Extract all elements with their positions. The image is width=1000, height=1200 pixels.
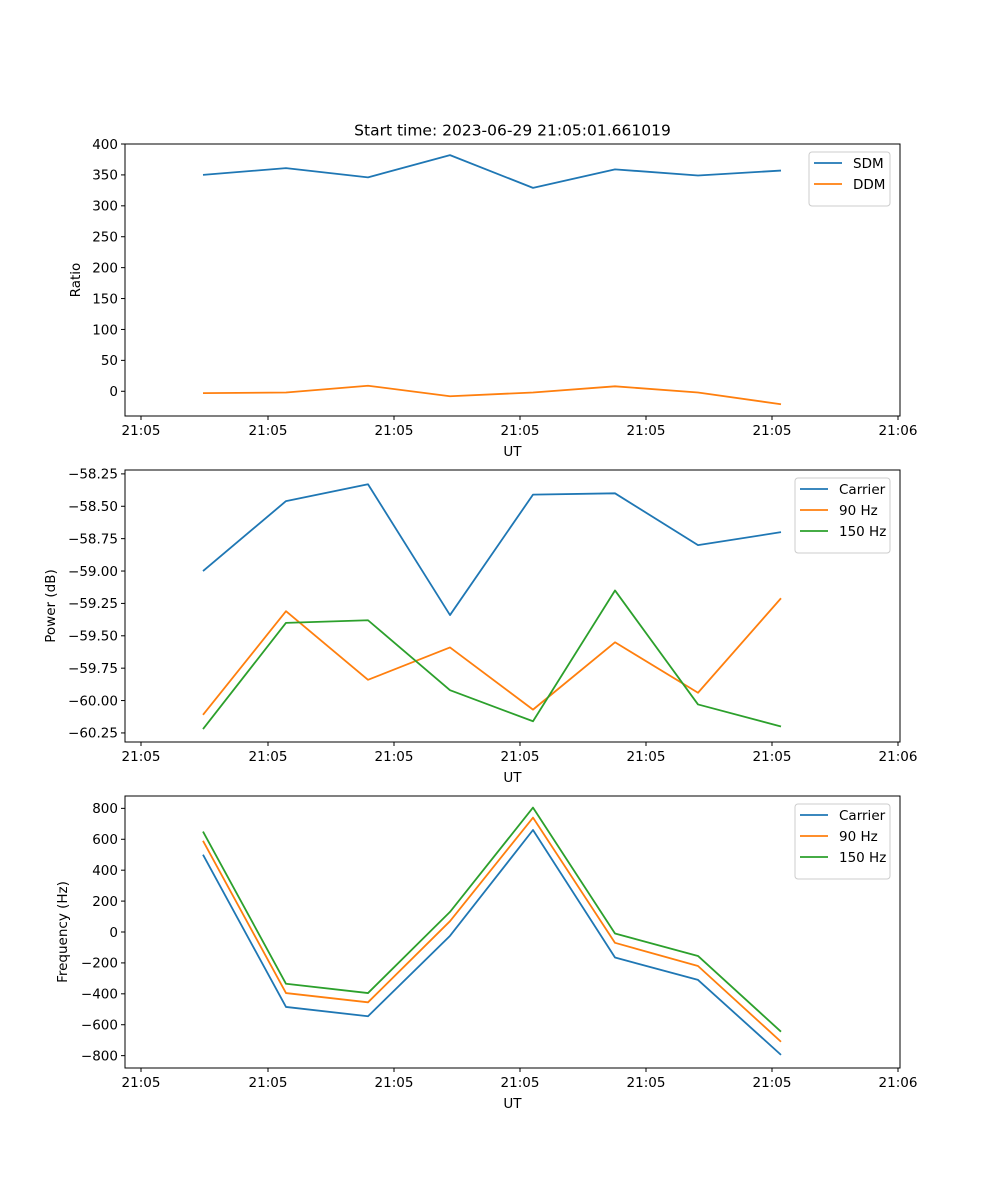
legend-label: 150 Hz bbox=[839, 524, 886, 540]
y-tick-label: −58.75 bbox=[68, 531, 118, 547]
chart-panel-1: 21:05 21:05 21:05 21:05 21:05 21:05 21:06 0 50 10… bbox=[68, 137, 917, 460]
y-tick-label: 300 bbox=[92, 199, 118, 215]
chart-panel-3: 21:05 21:05 21:05 21:05 21:05 21:05 21:06 −800 −… bbox=[55, 795, 918, 1112]
series-line-150-hz bbox=[202, 806, 782, 1033]
y-tick-label: 150 bbox=[92, 291, 118, 307]
series-line-carrier bbox=[202, 829, 782, 1056]
x-tick-label: 21:06 bbox=[879, 423, 918, 439]
x-tick-label: 21:05 bbox=[249, 423, 288, 439]
x-tick-label: 21:05 bbox=[249, 749, 288, 765]
x-tick-label: 21:06 bbox=[879, 749, 918, 765]
x-tick-label: 21:05 bbox=[122, 423, 161, 439]
y-tick-label: 0 bbox=[109, 925, 118, 941]
y-tick-label: −59.00 bbox=[68, 564, 118, 580]
y-tick-label: 800 bbox=[92, 801, 118, 817]
x-tick-label: 21:05 bbox=[122, 749, 161, 765]
legend-label: Carrier bbox=[839, 482, 886, 498]
figure-title: Start time: 2023-06-29 21:05:01.661019 bbox=[354, 122, 671, 140]
legend-box bbox=[794, 803, 891, 880]
y-tick-label: −60.25 bbox=[68, 726, 118, 742]
x-tick-label: 21:05 bbox=[501, 749, 540, 765]
y-tick-label: −400 bbox=[81, 987, 118, 1003]
x-tick-label: 21:05 bbox=[249, 1075, 288, 1091]
legend-label: 90 Hz bbox=[839, 829, 878, 845]
legend-label: DDM bbox=[853, 177, 885, 193]
y-tick-label: −60.00 bbox=[68, 693, 118, 709]
y-tick-label: 0 bbox=[109, 384, 118, 400]
y-tick-label: 50 bbox=[101, 353, 118, 369]
y-tick-label: 200 bbox=[92, 260, 118, 276]
x-tick-label: 21:05 bbox=[501, 423, 540, 439]
x-tick-label: 21:05 bbox=[375, 1075, 414, 1091]
series-line-90-hz bbox=[202, 816, 782, 1043]
y-tick-label: 250 bbox=[92, 230, 118, 246]
legend-label: 90 Hz bbox=[839, 503, 878, 519]
legend-label: Carrier bbox=[839, 808, 886, 824]
y-tick-label: 100 bbox=[92, 322, 118, 338]
y-tick-label: −59.50 bbox=[68, 629, 118, 645]
y-tick-label: −58.50 bbox=[68, 499, 118, 515]
legend-box bbox=[794, 477, 891, 554]
x-axis-label: UT bbox=[503, 1096, 522, 1112]
x-axis-label: UT bbox=[503, 770, 522, 786]
x-tick-label: 21:06 bbox=[879, 1075, 918, 1091]
x-tick-label: 21:05 bbox=[122, 1075, 161, 1091]
legend: Carrier 90 Hz 150 Hz bbox=[794, 477, 891, 554]
x-tick-label: 21:05 bbox=[375, 423, 414, 439]
y-tick-label: 400 bbox=[92, 137, 118, 153]
series-line-carrier bbox=[202, 483, 782, 616]
legend: SDM DDM bbox=[808, 151, 891, 207]
y-tick-label: 200 bbox=[92, 894, 118, 910]
y-tick-label: −59.75 bbox=[68, 661, 118, 677]
series-line-ddm bbox=[202, 384, 782, 406]
x-tick-label: 21:05 bbox=[501, 1075, 540, 1091]
x-tick-label: 21:05 bbox=[627, 749, 666, 765]
y-tick-label: −59.25 bbox=[68, 596, 118, 612]
plot-frame bbox=[124, 143, 901, 417]
y-tick-label: −800 bbox=[81, 1048, 118, 1064]
y-axis-label: Frequency (Hz) bbox=[55, 881, 71, 983]
y-tick-label: 350 bbox=[92, 168, 118, 184]
legend-label: SDM bbox=[853, 156, 884, 172]
x-tick-label: 21:05 bbox=[375, 749, 414, 765]
y-tick-label: 600 bbox=[92, 832, 118, 848]
legend-label: 150 Hz bbox=[839, 850, 886, 866]
x-tick-label: 21:05 bbox=[753, 423, 792, 439]
legend-box bbox=[808, 151, 891, 207]
series-line-sdm bbox=[202, 154, 782, 189]
x-tick-label: 21:05 bbox=[753, 1075, 792, 1091]
x-tick-label: 21:05 bbox=[753, 749, 792, 765]
plot-frame bbox=[124, 469, 901, 743]
y-axis-label: Ratio bbox=[68, 263, 84, 298]
x-axis-label: UT bbox=[503, 444, 522, 460]
y-tick-label: −600 bbox=[81, 1018, 118, 1034]
y-axis-label: Power (dB) bbox=[43, 569, 59, 642]
chart-panel-2: 21:05 21:05 21:05 21:05 21:05 21:05 21:06 −60.2… bbox=[43, 467, 917, 786]
y-tick-label: 400 bbox=[92, 863, 118, 879]
legend: Carrier 90 Hz 150 Hz bbox=[794, 803, 891, 880]
panels: 21:05 21:05 21:05 21:05 21:05 21:05 21:06 0 50 10… bbox=[43, 137, 917, 1112]
x-tick-label: 21:05 bbox=[627, 423, 666, 439]
y-tick-label: −200 bbox=[81, 956, 118, 972]
series-line-150-hz bbox=[202, 589, 782, 730]
x-tick-label: 21:05 bbox=[627, 1075, 666, 1091]
y-tick-label: −58.25 bbox=[68, 467, 118, 483]
